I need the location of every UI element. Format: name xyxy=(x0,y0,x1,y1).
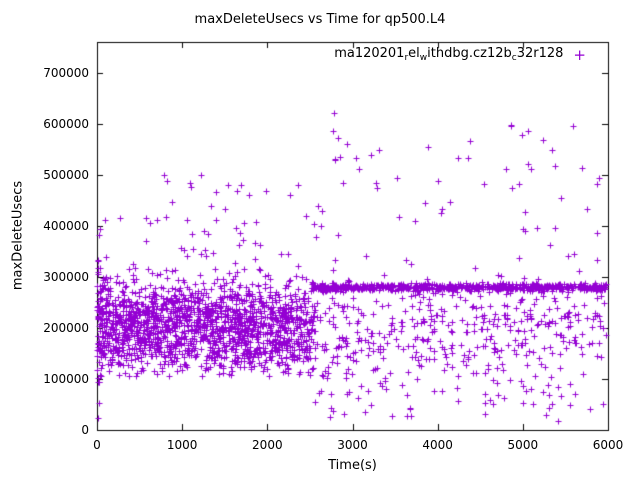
y-tick-label: 400000 xyxy=(43,218,89,233)
legend-text-segment: ma120201 xyxy=(334,46,405,61)
x-tick-label: 6000 xyxy=(592,438,624,452)
x-tick-label: 3000 xyxy=(337,438,368,452)
y-tick-label: 700000 xyxy=(43,65,89,80)
y-tick-label: 100000 xyxy=(43,371,89,386)
plus-marker-icon: + xyxy=(573,45,586,64)
y-tick-label: 0 xyxy=(81,423,89,437)
legend-text-segment: w xyxy=(419,53,428,63)
y-tick-label: 200000 xyxy=(43,320,89,335)
y-tick-label: 600000 xyxy=(43,116,89,131)
x-tick-label: 1000 xyxy=(166,438,198,452)
legend-text-segment: 32r128 xyxy=(516,46,564,61)
y-tick-label: 500000 xyxy=(43,167,89,182)
x-tick-label: 0 xyxy=(93,438,101,452)
legend-text-segment: c xyxy=(511,53,517,63)
x-tick-label: 4000 xyxy=(422,438,453,452)
y-tick-label: 300000 xyxy=(43,269,89,284)
legend-text-segment: r xyxy=(404,53,409,63)
x-axis-label: Time(s) xyxy=(328,458,377,473)
legend-text-segment: el xyxy=(408,46,420,61)
x-tick-label: 5000 xyxy=(507,438,539,452)
legend: ma120201relwithdbg.cz12bc32r128 + xyxy=(334,46,586,63)
x-tick-label: 2000 xyxy=(252,438,283,452)
legend-label: ma120201relwithdbg.cz12bc32r128 xyxy=(334,46,563,63)
legend-text-segment: ithdbg.cz12b xyxy=(427,46,512,61)
y-axis-label: maxDeleteUsecs xyxy=(10,180,26,291)
chart-title: maxDeleteUsecs vs Time for qp500.L4 xyxy=(194,12,446,27)
